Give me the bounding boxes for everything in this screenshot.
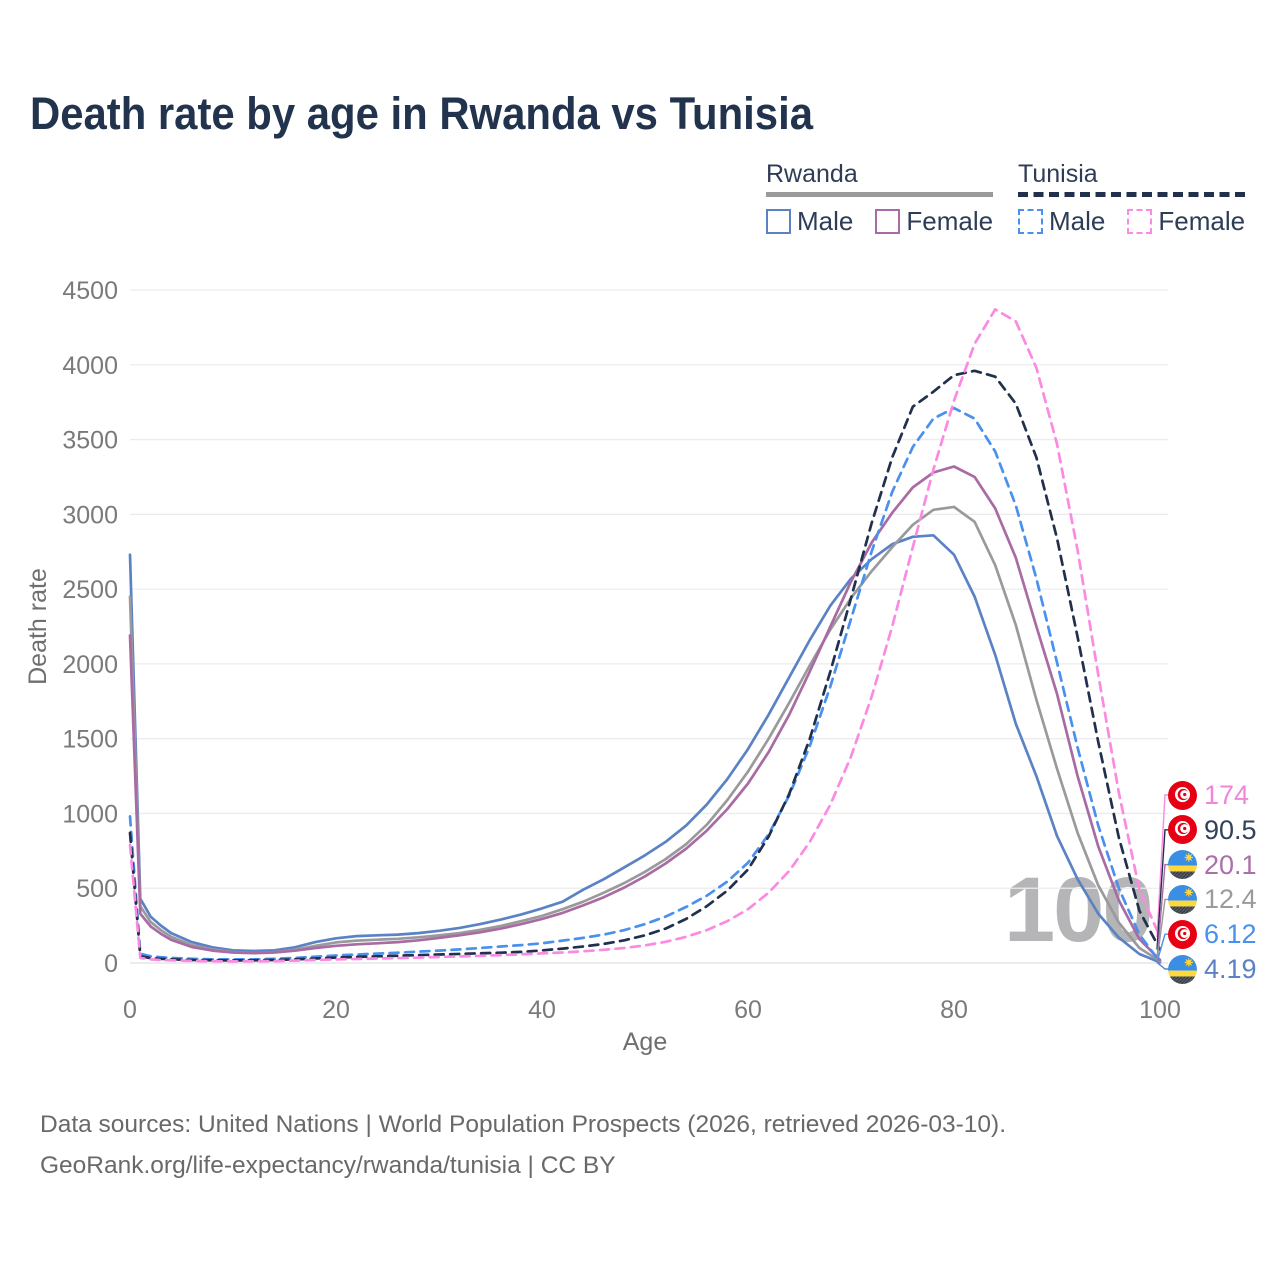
footer-sources: Data sources: United Nations | World Pop… <box>40 1111 1007 1138</box>
rwanda-flag-icon <box>1168 850 1197 880</box>
x-tick-20: 20 <box>322 996 350 1024</box>
rwanda-flag-icon <box>1168 884 1197 914</box>
legend-group-tunisia: Tunisia Male Female <box>1018 160 1246 237</box>
tunisia-flag-icon <box>1168 815 1197 845</box>
y-tick-500: 500 <box>76 875 118 903</box>
y-axis-label: Death rate <box>24 568 52 685</box>
y-tick-1500: 1500 <box>62 726 118 754</box>
legend-item-label: Male <box>1049 206 1106 236</box>
y-tick-0: 0 <box>104 950 118 978</box>
end-label-row-tunisia-female: 174 <box>1168 780 1249 810</box>
y-tick-3500: 3500 <box>62 427 118 455</box>
end-label-row-tunisia-male: 6.12 <box>1168 919 1257 949</box>
end-label-value: 90.5 <box>1204 814 1257 845</box>
end-label-value: 12.4 <box>1204 884 1257 915</box>
end-label-value: 6.12 <box>1204 919 1257 950</box>
rwanda-male-swatch-icon <box>766 209 791 234</box>
rwanda-flag-icon <box>1168 884 1197 914</box>
end-label-row-rwanda-female: 20.1 <box>1168 850 1257 880</box>
legend-title-rwanda: Rwanda <box>766 160 858 188</box>
rwanda-female-swatch-icon <box>875 209 901 234</box>
end-label-row-tunisia-both-sexes: 90.5 <box>1168 815 1257 845</box>
end-label-value: 4.19 <box>1204 954 1257 984</box>
legend-item-tunisia-male[interactable]: Male <box>1018 206 1105 237</box>
legend-underline-tunisia <box>1018 192 1246 197</box>
legend-underline-rwanda <box>766 192 994 197</box>
legend-item-rwanda-female[interactable]: Female <box>875 206 993 237</box>
tunisia-flag-icon <box>1168 919 1197 949</box>
series-rwanda-both-sexes <box>128 505 1162 963</box>
x-axis-label: Age <box>623 1028 667 1056</box>
x-tick-60: 60 <box>734 996 762 1024</box>
series-tunisia-female <box>128 308 1162 963</box>
end-label-row-rwanda-both-sexes: 12.4 <box>1168 884 1257 914</box>
x-tick-0: 0 <box>123 996 137 1024</box>
end-label-value: 20.1 <box>1204 849 1257 880</box>
tunisia-flag-icon <box>1168 780 1197 810</box>
footer: Data sources: United Nations | World Pop… <box>40 1104 1006 1186</box>
legend-item-label: Male <box>797 206 854 236</box>
footer-attribution: GeoRank.org/life-expectancy/rwanda/tunis… <box>40 1152 616 1179</box>
legend-item-label: Female <box>906 206 994 236</box>
y-tick-2000: 2000 <box>62 651 118 679</box>
rwanda-flag-icon <box>1168 850 1197 880</box>
tunisia-flag-icon <box>1168 919 1197 949</box>
rwanda-flag-icon <box>1168 954 1197 984</box>
legend-item-label: Female <box>1158 206 1246 236</box>
x-tick-40: 40 <box>528 996 556 1024</box>
end-label-value: 174 <box>1204 780 1250 810</box>
y-tick-3000: 3000 <box>62 501 118 529</box>
legend-title-tunisia: Tunisia <box>1018 160 1098 188</box>
chart-title: Death rate by age in Rwanda vs Tunisia <box>30 88 813 139</box>
legend-item-rwanda-male[interactable]: Male <box>766 206 853 237</box>
legend-item-tunisia-female[interactable]: Female <box>1127 206 1245 237</box>
tunisia-male-swatch-icon <box>1018 209 1043 234</box>
y-tick-4000: 4000 <box>62 352 118 380</box>
series-rwanda-female <box>128 465 1162 962</box>
tunisia-flag-icon <box>1168 815 1197 845</box>
legend-group-rwanda: Rwanda Male Female <box>766 160 994 237</box>
end-label-row-rwanda-male: 4.19 <box>1168 954 1257 984</box>
y-tick-2500: 2500 <box>62 576 118 604</box>
y-tick-1000: 1000 <box>62 800 118 828</box>
x-tick-100: 100 <box>1139 996 1181 1024</box>
series-rwanda-male <box>128 533 1162 964</box>
x-tick-80: 80 <box>940 996 968 1024</box>
y-tick-4500: 4500 <box>62 277 118 305</box>
rwanda-flag-icon <box>1168 954 1197 984</box>
tunisia-female-swatch-icon <box>1127 209 1153 234</box>
tunisia-flag-icon <box>1168 780 1197 810</box>
